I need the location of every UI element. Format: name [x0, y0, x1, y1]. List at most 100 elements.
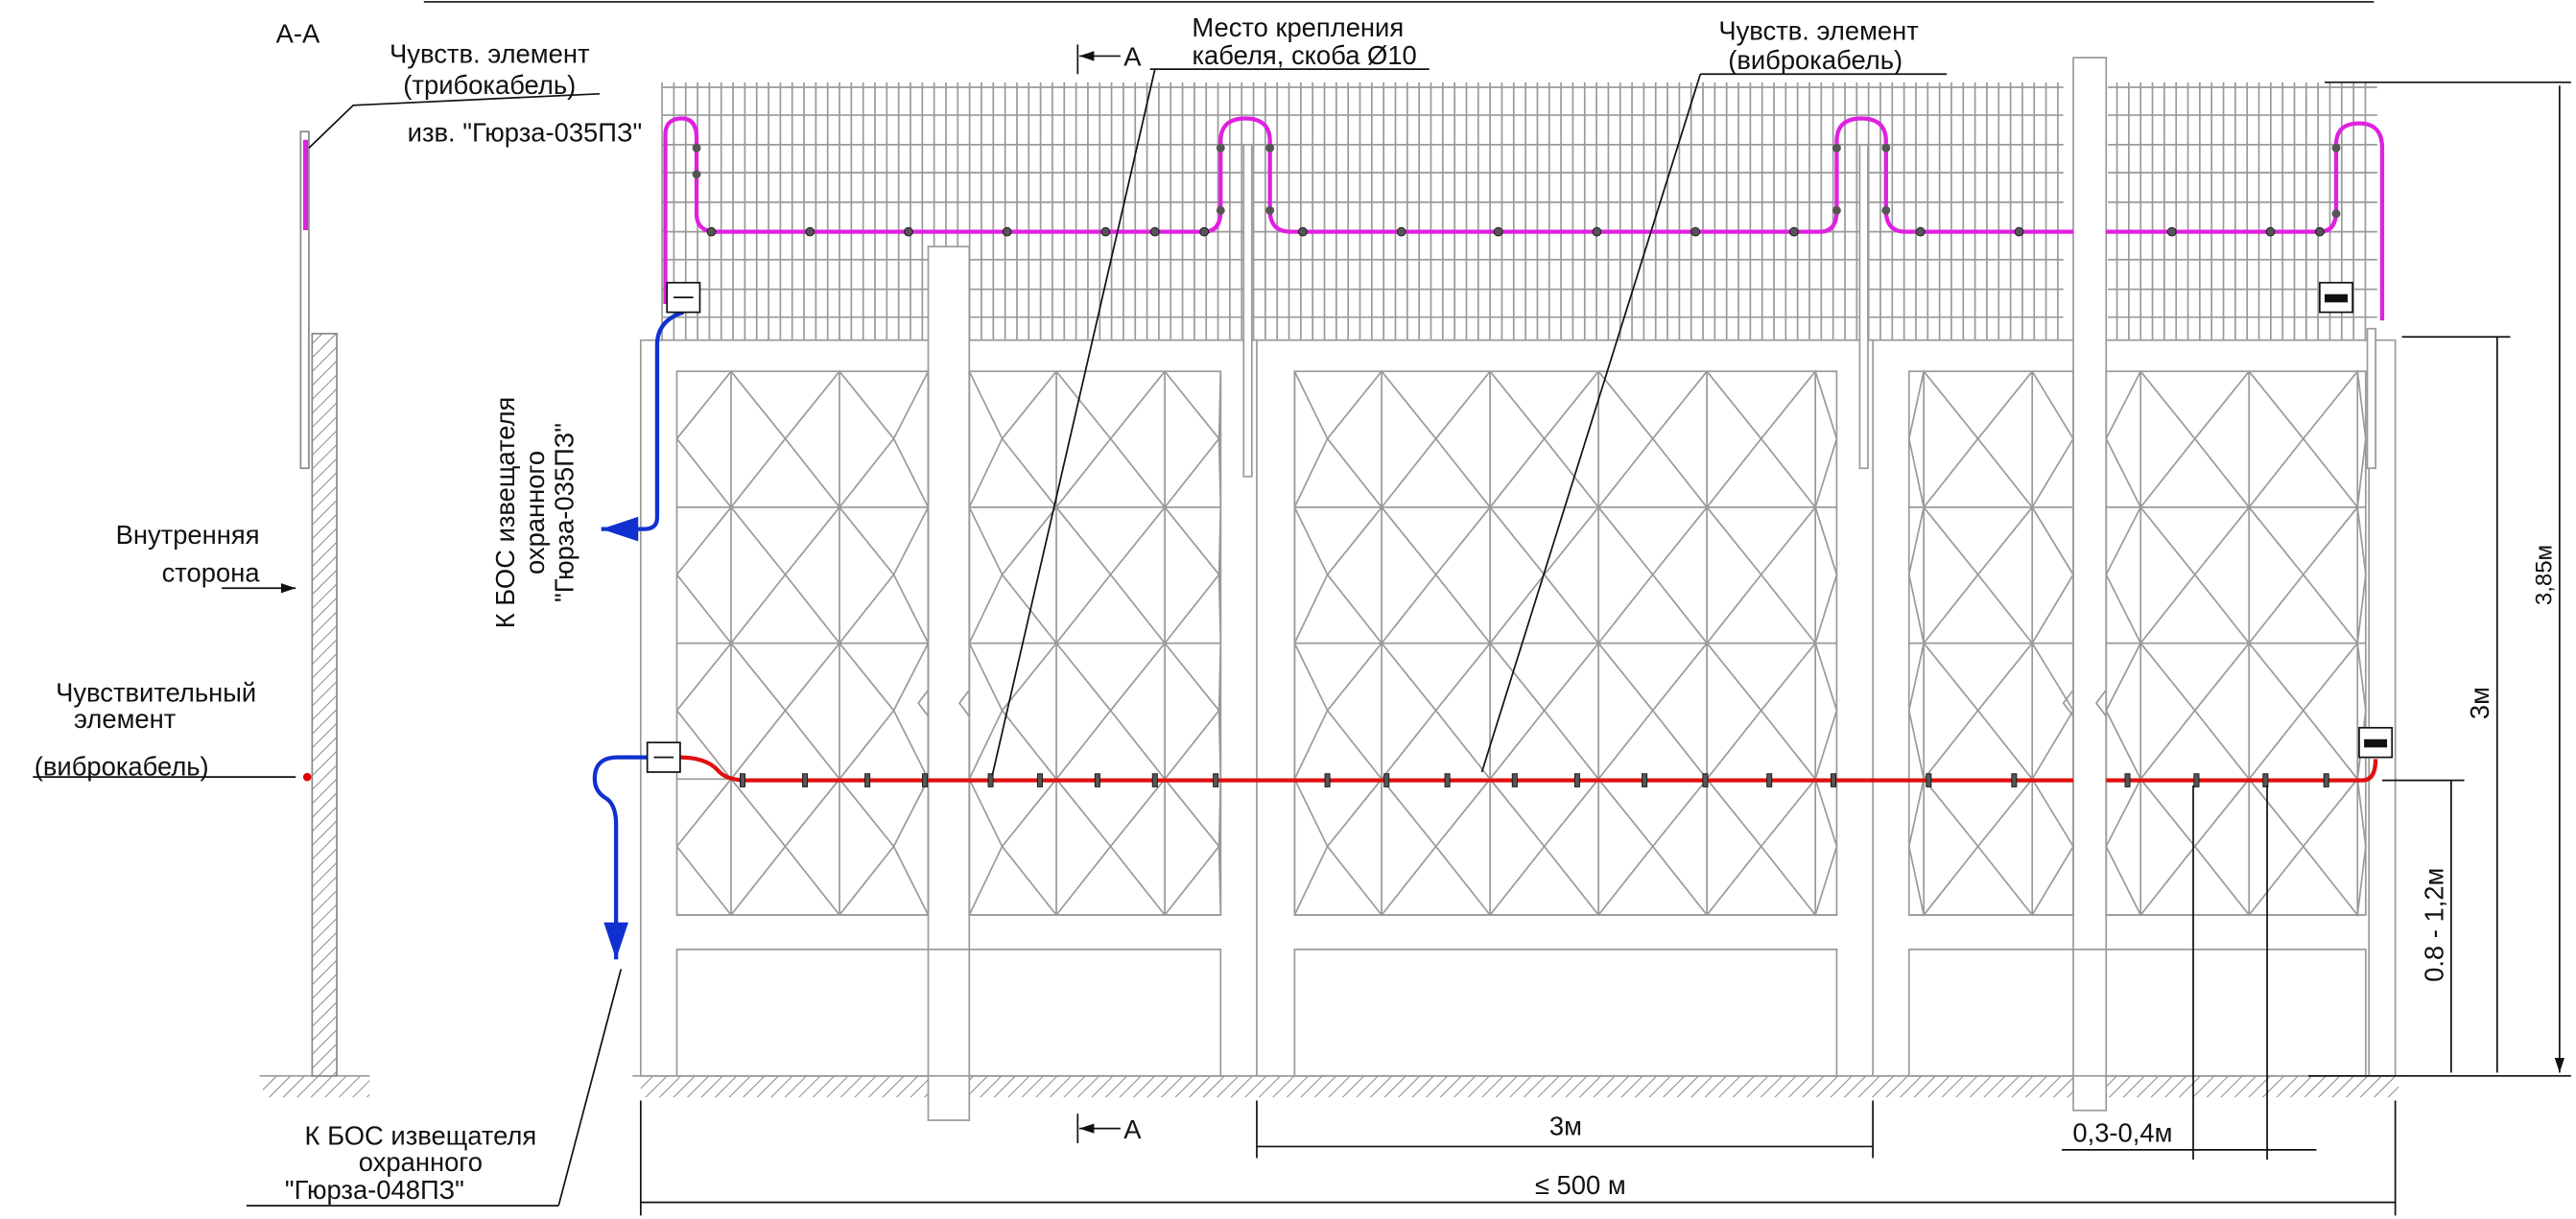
- shape-rect: [2364, 738, 2388, 748]
- cable-dot: [1832, 143, 1841, 152]
- dimension: 3м: [2465, 687, 2494, 719]
- cable-dot: [1149, 226, 1160, 237]
- shape: [1293, 506, 1329, 644]
- shape: [1907, 504, 1979, 645]
- shape-rect: [1926, 773, 1932, 787]
- shape: [1976, 505, 2075, 645]
- shape-rect: [1324, 773, 1331, 787]
- dimension: 0,3-0,4м: [2072, 1117, 2172, 1147]
- shape-rect: [1383, 773, 1390, 787]
- shape-rect: [1213, 773, 1219, 787]
- cable: [957, 689, 970, 717]
- cable-dot: [1690, 226, 1701, 237]
- detector-label: изв. "Гюрза-035ПЗ": [408, 117, 643, 147]
- cable-dot: [1216, 143, 1225, 152]
- shape-rect: [987, 773, 994, 787]
- shape: [892, 778, 930, 916]
- group: К БОС извещателя охранного "Гюрза-035ПЗ": [490, 397, 579, 629]
- bos-035: К БОС извещателя: [490, 397, 520, 629]
- tribo-label: Чувств. элемент: [390, 38, 590, 68]
- shape-rect: [646, 741, 681, 773]
- cable-dot: [1881, 205, 1891, 215]
- cable-dot: [1216, 205, 1225, 215]
- bos-048: охранного: [359, 1147, 483, 1177]
- shape: [968, 778, 1004, 916]
- cable-dot: [2314, 226, 2325, 237]
- group: [639, 57, 2397, 1121]
- shape: [2105, 505, 2196, 645]
- dimension: 3,85м: [2531, 545, 2557, 605]
- cable-dot: [302, 772, 312, 782]
- cable-dot: [1265, 205, 1275, 215]
- shape: [892, 643, 930, 780]
- bos-035: охранного: [520, 451, 550, 574]
- tribo-label: (трибокабель): [403, 70, 576, 100]
- shape-rect: [2366, 327, 2376, 470]
- shape-rect: [1642, 773, 1648, 787]
- group: [692, 143, 2341, 237]
- shape: [1760, 505, 1838, 645]
- shape-rect: [927, 246, 971, 1121]
- shape: [2302, 369, 2367, 510]
- shape-rect: [864, 773, 871, 787]
- shape-rect: [2011, 773, 2018, 787]
- shape-rect: [1151, 773, 1158, 787]
- shape: [2302, 777, 2367, 918]
- dimension: 3м: [1549, 1111, 1582, 1140]
- shape-rect: [1511, 773, 1518, 787]
- cable-dot: [1199, 226, 1210, 237]
- line: [991, 68, 1156, 776]
- cable-dot: [805, 226, 815, 237]
- shape: [2105, 642, 2196, 781]
- shape: [968, 506, 1004, 644]
- shape: [892, 506, 930, 644]
- cable: [917, 689, 930, 717]
- shape-rect: [2072, 57, 2108, 1112]
- shape: [1217, 643, 1222, 780]
- labels: А-А Чувств. элемент (трибокабель) изв. "…: [35, 12, 2558, 1205]
- cable-dot: [2166, 226, 2177, 237]
- sensor-label: элемент: [74, 704, 177, 734]
- layout: [33, 1, 2571, 1216]
- shape: [1976, 777, 2075, 917]
- cable-dot: [2331, 143, 2341, 152]
- cable-dot: [1881, 143, 1891, 152]
- shape-rect: [922, 773, 929, 787]
- shape-rect: [1573, 773, 1580, 787]
- shape-rect: [739, 773, 745, 787]
- cable: [601, 310, 685, 542]
- shape: [308, 92, 601, 149]
- shape: [1907, 777, 1979, 917]
- shape: [968, 370, 1004, 508]
- shape: [2302, 641, 2367, 782]
- shape: [1293, 643, 1329, 780]
- shape-rect: [1293, 949, 1838, 1077]
- shape: [1217, 506, 1222, 644]
- shape: [1293, 370, 1329, 508]
- section-label: А-А: [276, 19, 320, 49]
- shape: [1760, 369, 1838, 509]
- mount-label: Место крепления: [1192, 12, 1404, 42]
- shape-rect: [1831, 773, 1837, 787]
- cable-dot: [1832, 205, 1841, 215]
- shape-rect: [1907, 949, 2367, 1077]
- shape: [2302, 504, 2367, 645]
- shape: [1907, 369, 1979, 509]
- cable-dot: [1265, 143, 1275, 152]
- cable-dot: [1592, 226, 1602, 237]
- mount-label: кабеля, скоба Ø10: [1192, 40, 1416, 70]
- shape-rect: [2262, 773, 2269, 787]
- cable-dot: [692, 170, 701, 179]
- shape: [1976, 369, 2075, 509]
- cable-dot: [1002, 226, 1012, 237]
- shape-rect: [2325, 293, 2348, 303]
- shape-rect: [299, 130, 310, 470]
- shape-rect: [675, 949, 1222, 1077]
- cable: [2094, 689, 2107, 717]
- cable-dot: [692, 143, 701, 152]
- bos-048: К БОС извещателя: [305, 1121, 537, 1151]
- section-mark: А: [1123, 1114, 1142, 1144]
- line: [557, 969, 623, 1207]
- inner-side: Внутренняя: [116, 520, 260, 550]
